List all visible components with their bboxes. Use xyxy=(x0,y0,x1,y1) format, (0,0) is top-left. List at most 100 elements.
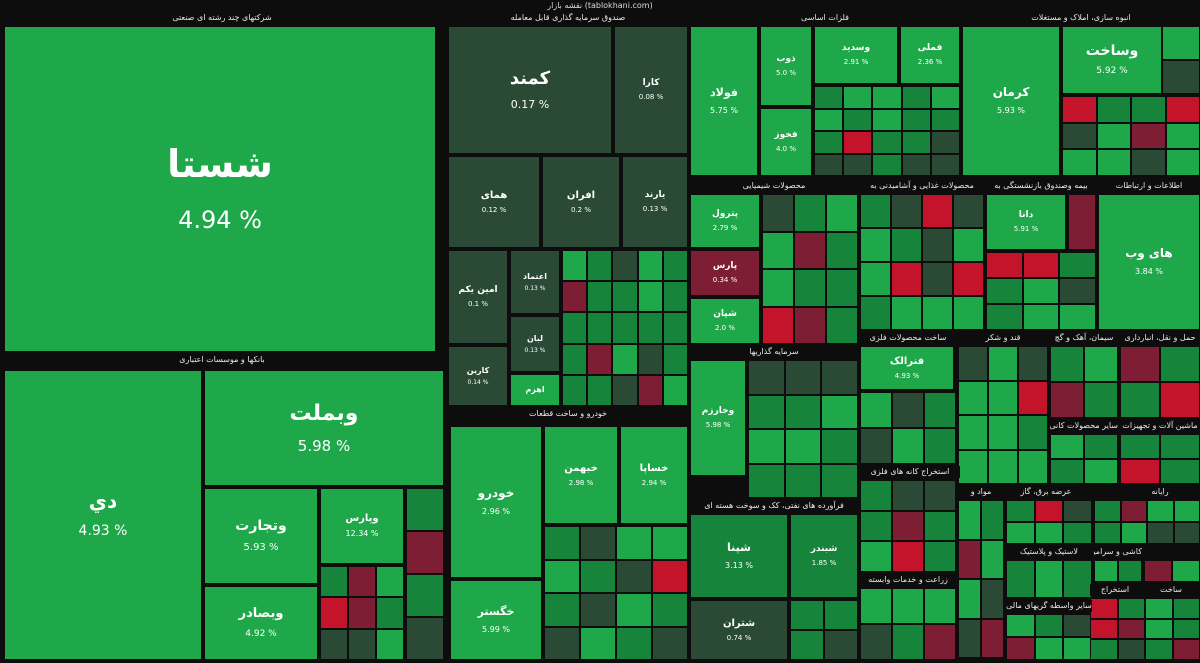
treemap-tile[interactable] xyxy=(1022,252,1060,278)
treemap-tile[interactable]: افران 0.2 % xyxy=(542,156,620,248)
treemap-tile[interactable] xyxy=(652,593,688,627)
treemap-tile[interactable] xyxy=(986,252,1023,278)
treemap-tile[interactable] xyxy=(1084,434,1118,459)
treemap-tile[interactable] xyxy=(1160,459,1200,484)
treemap-tile[interactable] xyxy=(320,628,348,660)
treemap-tile[interactable] xyxy=(1063,500,1092,522)
treemap-tile[interactable] xyxy=(1162,26,1200,60)
treemap-tile[interactable] xyxy=(562,343,588,375)
treemap-tile[interactable] xyxy=(986,304,1023,330)
treemap-tile[interactable] xyxy=(784,394,822,429)
treemap-tile[interactable]: فولاد 5.75 % xyxy=(690,26,758,176)
treemap-tile[interactable] xyxy=(1172,639,1200,660)
treemap-tile[interactable] xyxy=(843,153,873,176)
treemap-tile[interactable]: شتران 0.74 % xyxy=(690,600,788,660)
treemap-tile[interactable] xyxy=(981,579,1004,619)
treemap-tile[interactable]: پترول 2.79 % xyxy=(690,194,760,248)
treemap-tile[interactable] xyxy=(320,597,348,629)
treemap-tile[interactable] xyxy=(1090,639,1118,660)
treemap-tile[interactable] xyxy=(790,630,824,660)
treemap-tile[interactable]: خودرو 2.96 % xyxy=(450,426,542,578)
treemap-tile[interactable] xyxy=(1006,637,1035,660)
treemap-tile[interactable] xyxy=(922,262,953,296)
treemap-tile[interactable] xyxy=(891,296,922,330)
treemap-tile[interactable] xyxy=(1062,96,1097,123)
treemap-tile[interactable] xyxy=(860,428,892,464)
treemap-tile[interactable]: شستا 4.94 % xyxy=(4,26,436,352)
treemap-tile[interactable] xyxy=(1084,346,1118,382)
treemap-tile[interactable] xyxy=(826,231,858,269)
treemap-tile[interactable] xyxy=(406,617,444,660)
treemap-tile[interactable] xyxy=(872,153,902,176)
treemap-tile[interactable] xyxy=(1063,560,1092,598)
treemap-tile[interactable] xyxy=(762,269,794,307)
treemap-tile[interactable] xyxy=(1050,382,1084,418)
treemap-tile[interactable] xyxy=(587,312,613,344)
treemap-tile[interactable] xyxy=(1162,60,1200,94)
treemap-tile[interactable] xyxy=(794,231,826,269)
treemap-tile[interactable] xyxy=(1050,434,1084,459)
treemap-tile[interactable] xyxy=(1147,522,1174,544)
treemap-tile[interactable] xyxy=(843,131,873,154)
treemap-tile[interactable] xyxy=(1034,522,1064,544)
treemap-tile[interactable] xyxy=(612,312,638,344)
treemap-tile[interactable] xyxy=(1018,380,1048,415)
treemap-tile[interactable]: وتجارت 5.93 % xyxy=(204,488,318,584)
treemap-tile[interactable] xyxy=(930,131,960,154)
treemap-tile[interactable] xyxy=(1117,639,1145,660)
treemap-tile[interactable] xyxy=(826,194,858,232)
treemap-tile[interactable] xyxy=(1059,304,1096,330)
treemap-tile[interactable] xyxy=(872,86,902,109)
treemap-tile[interactable] xyxy=(762,306,794,344)
treemap-tile[interactable]: های وب 3.84 % xyxy=(1098,194,1200,330)
treemap-tile[interactable] xyxy=(821,429,858,464)
treemap-tile[interactable] xyxy=(826,306,858,344)
treemap-tile[interactable] xyxy=(1050,459,1084,484)
treemap-tile[interactable] xyxy=(1131,96,1166,123)
treemap-tile[interactable] xyxy=(860,262,891,296)
treemap-tile[interactable] xyxy=(1094,500,1121,522)
treemap-tile[interactable] xyxy=(587,281,613,313)
treemap-tile[interactable] xyxy=(1034,560,1064,598)
treemap-tile[interactable] xyxy=(1050,346,1084,382)
treemap-tile[interactable]: کارین 0.14 % xyxy=(448,346,508,406)
treemap-tile[interactable] xyxy=(794,194,826,232)
treemap-tile[interactable] xyxy=(784,463,822,498)
treemap-tile[interactable] xyxy=(958,500,981,540)
treemap-tile[interactable] xyxy=(892,428,924,464)
treemap-tile[interactable] xyxy=(1165,96,1200,123)
treemap-tile[interactable] xyxy=(821,463,858,498)
treemap-tile[interactable]: شپان 2.0 % xyxy=(690,298,760,344)
treemap-tile[interactable] xyxy=(406,488,444,531)
treemap-tile[interactable] xyxy=(662,250,688,282)
treemap-tile[interactable] xyxy=(901,86,931,109)
treemap-tile[interactable] xyxy=(1172,618,1200,640)
treemap-tile[interactable] xyxy=(587,250,613,282)
treemap-tile[interactable] xyxy=(930,86,960,109)
treemap-tile[interactable]: خگستر 5.99 % xyxy=(450,580,542,660)
treemap-tile[interactable] xyxy=(616,526,652,560)
treemap-tile[interactable] xyxy=(1173,522,1200,544)
treemap-tile[interactable]: شبندر 1.85 % xyxy=(790,514,858,598)
treemap-tile[interactable] xyxy=(981,539,1004,579)
treemap-tile[interactable] xyxy=(794,306,826,344)
treemap-tile[interactable]: فملی 2.36 % xyxy=(900,26,960,84)
treemap-tile[interactable] xyxy=(762,231,794,269)
treemap-tile[interactable] xyxy=(612,250,638,282)
treemap-tile[interactable] xyxy=(1018,346,1048,381)
treemap-tile[interactable] xyxy=(376,628,404,660)
treemap-tile[interactable] xyxy=(924,588,956,624)
treemap-tile[interactable] xyxy=(1084,382,1118,418)
treemap-tile[interactable] xyxy=(544,526,580,560)
treemap-tile[interactable] xyxy=(1022,304,1060,330)
treemap-tile[interactable] xyxy=(662,374,688,406)
treemap-tile[interactable] xyxy=(988,449,1018,484)
treemap-tile[interactable] xyxy=(1160,382,1200,418)
treemap-tile[interactable] xyxy=(953,262,984,296)
treemap-tile[interactable] xyxy=(612,281,638,313)
treemap-tile[interactable] xyxy=(1131,122,1166,150)
treemap-tile[interactable] xyxy=(1090,618,1118,640)
treemap-tile[interactable] xyxy=(1144,560,1172,582)
treemap-tile[interactable] xyxy=(1063,522,1092,544)
treemap-tile[interactable]: خبهمن 2.98 % xyxy=(544,426,618,524)
